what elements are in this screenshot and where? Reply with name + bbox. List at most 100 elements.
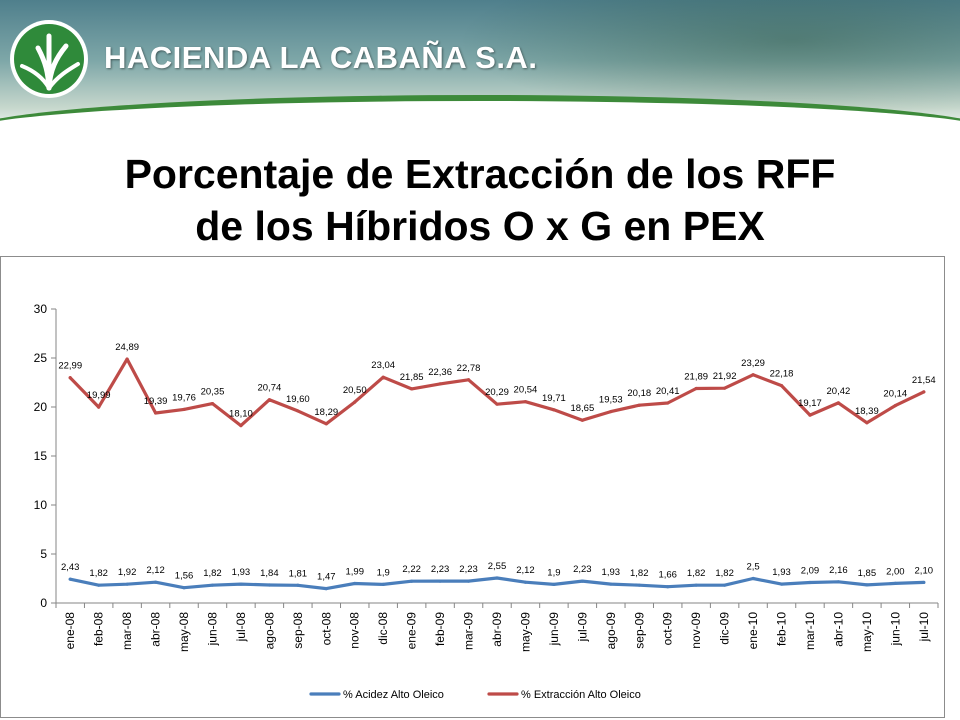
data-label: 19,99 (87, 390, 111, 401)
data-label: 1,93 (232, 567, 251, 578)
data-point (153, 411, 158, 415)
data-point (808, 413, 812, 417)
data-point (637, 403, 641, 407)
data-label: 2,00 (886, 566, 905, 577)
data-label: 22,18 (770, 369, 794, 380)
x-tick-label: feb-09 (433, 612, 447, 646)
x-tick-label: dic-09 (718, 612, 732, 645)
data-label: 23,04 (371, 360, 395, 371)
data-point (922, 580, 926, 585)
data-label: 2,16 (829, 565, 848, 576)
x-tick-label: mar-09 (462, 612, 476, 650)
company-name: HACIENDA LA CABAÑA S.A. (104, 40, 538, 75)
x-tick-label: mar-08 (120, 612, 134, 650)
data-point (609, 582, 613, 586)
x-tick-label: nov-08 (348, 612, 362, 649)
data-point (125, 582, 129, 586)
data-label: 1,93 (772, 567, 791, 578)
data-label: 21,89 (684, 371, 708, 382)
x-tick-label: dic-08 (376, 612, 390, 645)
data-point (153, 580, 158, 584)
data-point (97, 583, 101, 587)
data-point (808, 580, 812, 585)
data-point (210, 401, 215, 406)
data-point (381, 375, 385, 379)
page-title: Porcentaje de Extracción de los RFF de l… (0, 148, 960, 252)
data-label: 1,92 (118, 567, 137, 578)
data-label: 19,71 (542, 393, 566, 404)
data-label: 1,66 (658, 570, 677, 581)
data-point (324, 422, 328, 426)
data-point (580, 418, 584, 422)
legend-label: % Extracción Alto Oleico (521, 689, 641, 701)
data-point (97, 405, 101, 409)
data-point (353, 400, 357, 404)
y-tick-label: 30 (34, 302, 48, 316)
data-label: 18,10 (229, 409, 253, 420)
data-point (666, 401, 670, 405)
data-point (552, 408, 556, 412)
data-label: 19,39 (144, 396, 168, 407)
data-point (438, 382, 442, 386)
x-tick-label: abr-08 (149, 612, 163, 647)
data-label: 2,43 (61, 562, 80, 573)
data-label: 1,84 (260, 568, 279, 579)
x-tick-label: nov-09 (689, 612, 703, 649)
palm-logo-icon (10, 20, 88, 98)
data-point (466, 378, 471, 382)
x-tick-label: may-10 (860, 612, 874, 652)
data-label: 20,42 (827, 386, 851, 397)
data-label: 20,74 (257, 383, 281, 394)
data-point (779, 384, 784, 388)
data-point (267, 583, 271, 587)
data-label: 1,93 (602, 567, 621, 578)
data-point (296, 583, 300, 587)
data-label: 19,53 (599, 395, 623, 406)
data-point (353, 581, 357, 586)
chart-data-labels: 2,43 1,82 1,92 2,12 1,56 1,82 1,93 1,84 1,81 1,47… (58, 342, 935, 583)
data-label: 22,78 (457, 363, 481, 374)
x-tick-label: ago-08 (262, 612, 276, 650)
data-label: 1,85 (858, 568, 877, 579)
y-tick-label: 5 (40, 547, 47, 561)
data-label: 2,23 (573, 564, 592, 575)
data-label: 1,9 (377, 567, 390, 578)
data-label: 22,36 (428, 367, 452, 378)
data-label: 21,92 (713, 371, 737, 382)
x-tick-label: jul-09 (575, 612, 589, 643)
data-label: 2,55 (488, 561, 507, 572)
x-tick-label: may-08 (177, 612, 191, 652)
data-point (865, 421, 869, 425)
data-label: 21,85 (400, 372, 424, 383)
data-label: 19,60 (286, 394, 310, 405)
data-point (694, 583, 698, 587)
chart-frame: 0 5 10 15 20 25 30 ene-08 feb-08 mar-08 abr-08 may-… (0, 256, 945, 718)
x-tick-label: abr-09 (490, 612, 504, 647)
y-tick-label: 20 (34, 400, 48, 414)
data-point (182, 407, 186, 411)
x-tick-label: jul-08 (234, 612, 248, 643)
y-tick-label: 25 (34, 351, 48, 365)
x-tick-label: may-09 (518, 612, 532, 652)
data-point (68, 376, 72, 380)
chart-series (68, 357, 926, 591)
data-label: 1,99 (345, 566, 364, 577)
data-label: 18,65 (570, 403, 594, 414)
data-label: 20,29 (485, 387, 509, 398)
data-point (523, 580, 528, 584)
data-label: 2,10 (915, 565, 934, 576)
data-label: 2,12 (516, 565, 535, 576)
data-label: 2,5 (746, 562, 759, 573)
data-point (410, 387, 414, 391)
x-tick-label: ene-09 (405, 612, 419, 650)
chart-legend: % Acidez Alto Oleico % Extracción Alto Ol… (309, 689, 641, 701)
data-point (637, 583, 641, 587)
data-point (210, 583, 215, 587)
data-point (694, 386, 698, 391)
data-label: 20,14 (883, 389, 907, 400)
data-label: 1,81 (289, 568, 308, 579)
data-point (267, 398, 271, 402)
data-point (410, 579, 414, 583)
x-tick-label: jun-09 (547, 612, 561, 647)
data-label: 1,82 (687, 568, 706, 579)
